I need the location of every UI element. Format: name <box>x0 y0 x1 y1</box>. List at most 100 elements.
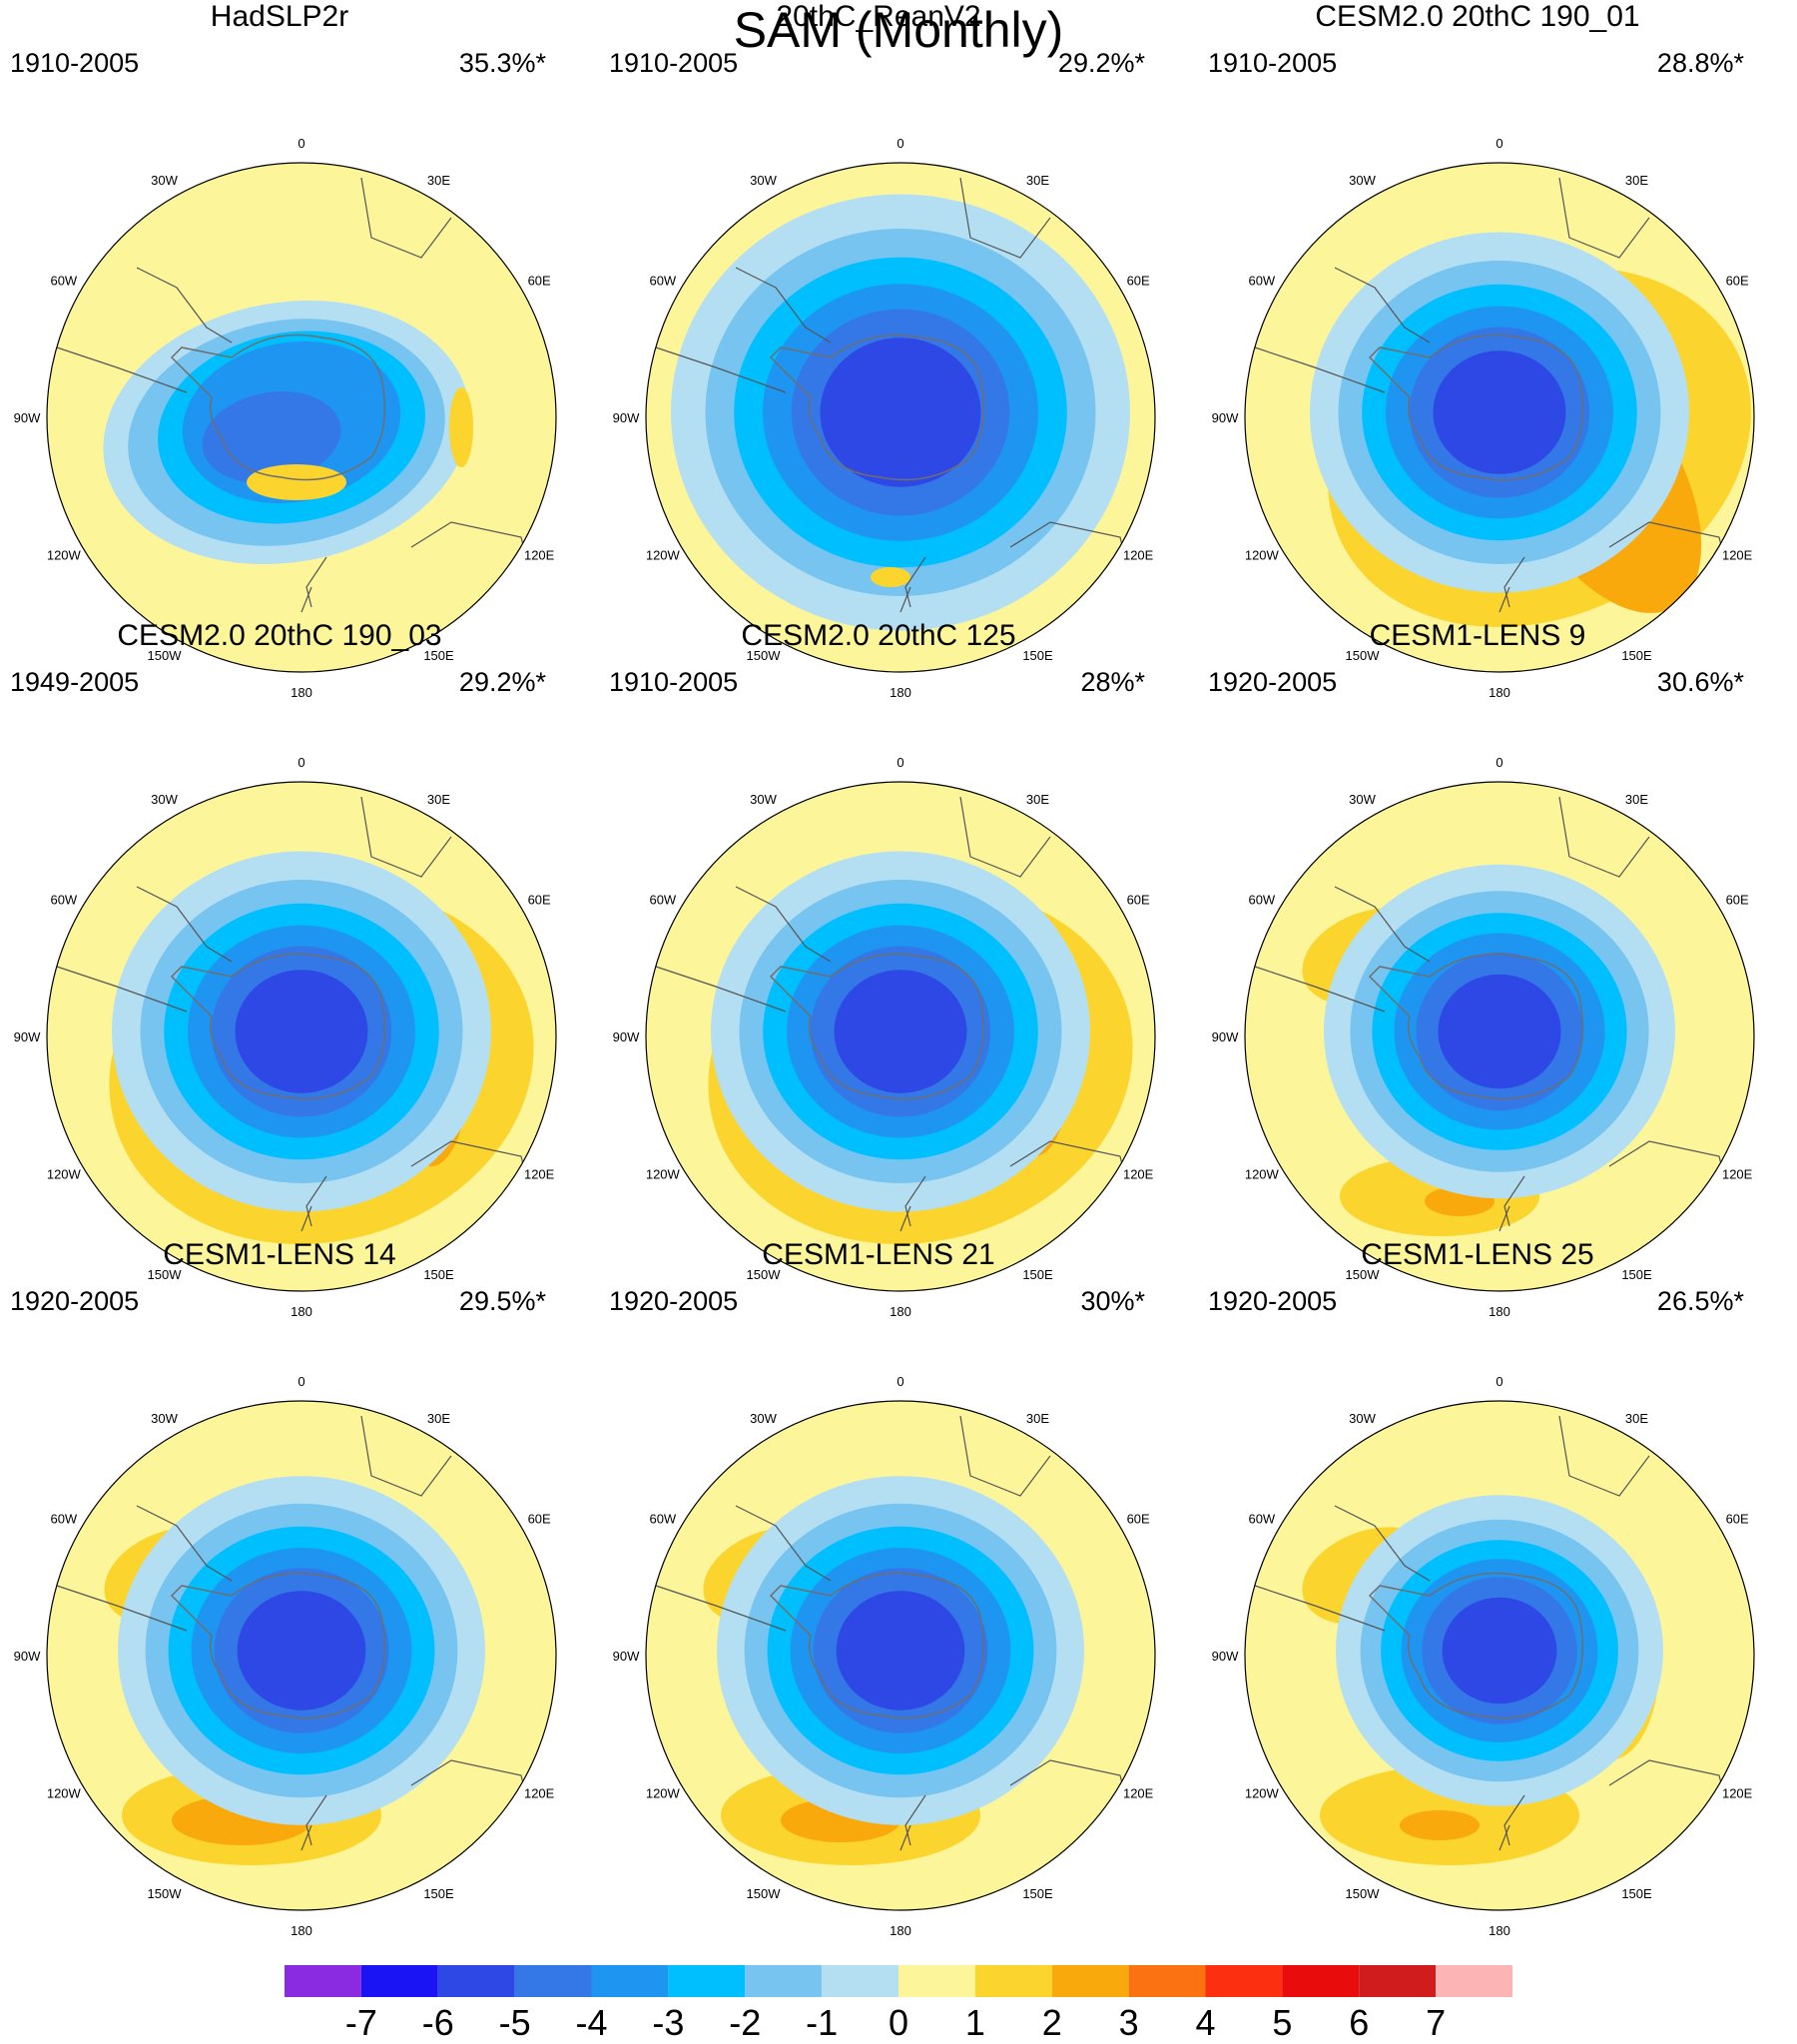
longitude-label: 150W <box>1346 648 1381 663</box>
colorbar-tick-label: 0 <box>888 2002 909 2043</box>
panel-variance-pct: 28.8%* <box>1656 48 1744 78</box>
colorbar <box>285 1965 1512 1997</box>
colorbar-tick-label: 5 <box>1272 2002 1293 2043</box>
longitude-label: 0 <box>897 1374 903 1389</box>
colorbar-tick-label: 3 <box>1118 2002 1139 2043</box>
longitude-label: 120E <box>1123 1786 1154 1801</box>
polar-map: 030E60E90E120E150E180150W120W90W60W30W <box>613 1374 1156 1937</box>
longitude-label: 150E <box>1022 1886 1053 1901</box>
longitude-label: 150W <box>148 1267 183 1282</box>
longitude-label: 120E <box>524 1167 555 1182</box>
panel-title: CESM1-LENS 25 <box>1361 1238 1594 1271</box>
coastline <box>300 556 327 613</box>
contour-region <box>247 464 346 500</box>
longitude-label: 120W <box>1245 1786 1280 1801</box>
colorbar-tick-label: -2 <box>729 2002 762 2043</box>
map-panel: 030E60E90E120E150E180150W120W90W60W30W20… <box>599 0 1158 699</box>
longitude-label: 180 <box>1489 1304 1510 1318</box>
polar-map: 030E60E90E120E150E180150W120W90W60W30W <box>1212 136 1755 699</box>
panel-variance-pct: 30.6%* <box>1656 667 1744 697</box>
longitude-label: 120W <box>47 1167 82 1182</box>
longitude-label: 30E <box>1625 792 1648 807</box>
contour-region <box>1442 1597 1557 1704</box>
longitude-label: 150W <box>747 1886 782 1901</box>
longitude-label: 90W <box>613 1649 640 1664</box>
colorbar-swatch <box>1205 1965 1283 1997</box>
coastline <box>300 1794 327 1851</box>
contour-field <box>47 1401 556 1910</box>
longitude-label: 60W <box>50 274 77 289</box>
colorbar-swatch <box>285 1965 361 1997</box>
longitude-label: 120E <box>1722 548 1753 563</box>
contour-field <box>1245 1401 1754 1910</box>
longitude-label: 60W <box>50 893 77 908</box>
colorbar-swatch <box>1282 1965 1360 1997</box>
longitude-label: 30W <box>1349 173 1376 188</box>
panel-title: CESM2.0 20thC 190_01 <box>1315 0 1640 33</box>
map-border <box>1244 1400 1755 1911</box>
map-border <box>645 1400 1156 1911</box>
panel-title: CESM1-LENS 9 <box>1369 619 1586 652</box>
longitude-label: 90W <box>1212 410 1239 425</box>
longitude-label: 120W <box>646 1167 681 1182</box>
panel-variance-pct: 29.2%* <box>1057 48 1145 78</box>
longitude-label: 60E <box>528 1512 551 1527</box>
longitude-label: 90W <box>1212 1649 1239 1664</box>
longitude-label: 150E <box>1621 1267 1652 1282</box>
colorbar-swatch <box>974 1965 1052 1997</box>
longitude-label: 30W <box>151 1411 178 1426</box>
coastline <box>1498 556 1525 613</box>
colorbar-tick-label: -6 <box>421 2002 454 2043</box>
panel-title: CESM1-LENS 21 <box>762 1238 995 1271</box>
longitude-label: 60W <box>649 274 676 289</box>
panel-years: 1920-2005 <box>1208 667 1338 697</box>
coastline <box>1254 886 1431 1013</box>
longitude-label: 150E <box>423 1886 454 1901</box>
longitude-label: 120W <box>47 1786 82 1801</box>
longitude-label: 30E <box>427 1411 450 1426</box>
contour-region <box>836 1591 965 1710</box>
longitude-label: 180 <box>291 1923 312 1937</box>
map-panel: 030E60E90E120E150E180150W120W90W60W30WCE… <box>0 619 559 1318</box>
panel-years: 1910-2005 <box>1208 48 1338 78</box>
colorbar-tick-label: 6 <box>1349 2002 1370 2043</box>
panel-title: CESM2.0 20thC 190_03 <box>117 619 442 652</box>
longitude-label: 30W <box>750 792 777 807</box>
coastline <box>1498 1175 1525 1232</box>
colorbar-tick-label: -1 <box>806 2002 839 2043</box>
longitude-label: 0 <box>1496 755 1502 770</box>
map-panel: 030E60E90E120E150E180150W120W90W60W30WCE… <box>1198 619 1757 1318</box>
longitude-label: 30E <box>427 173 450 188</box>
longitude-label: 0 <box>1496 136 1502 151</box>
longitude-label: 90W <box>14 1029 41 1044</box>
longitude-label: 60W <box>1248 893 1275 908</box>
coastline <box>56 1505 233 1632</box>
map-border <box>46 162 557 673</box>
longitude-label: 150E <box>1022 648 1053 663</box>
longitude-label: 180 <box>890 1304 911 1318</box>
longitude-label: 90W <box>1212 1029 1239 1044</box>
colorbar-tick-label: 7 <box>1426 2002 1447 2043</box>
map-panel: 030E60E90E120E150E180150W120W90W60W30WCE… <box>1198 0 1757 699</box>
colorbar-swatch <box>1128 1965 1206 1997</box>
longitude-label: 120E <box>1722 1786 1753 1801</box>
longitude-label: 180 <box>1489 1923 1510 1937</box>
polar-map: 030E60E90E120E150E180150W120W90W60W30W <box>14 1374 557 1937</box>
colorbar-swatch <box>360 1965 438 1997</box>
map-border <box>645 162 1156 673</box>
polar-map: 030E60E90E120E150E180150W120W90W60W30W <box>14 755 557 1318</box>
colorbar-swatch <box>514 1965 592 1997</box>
colorbar-tick-label: -5 <box>498 2002 531 2043</box>
colorbar-tick-label: -7 <box>344 2002 377 2043</box>
colorbar-swatch <box>822 1965 898 1997</box>
coastline <box>56 886 233 1013</box>
polar-map: 030E60E90E120E150E180150W120W90W60W30W <box>14 136 557 699</box>
map-border <box>1244 162 1755 673</box>
antarctica-outline <box>170 334 386 481</box>
longitude-label: 90W <box>613 410 640 425</box>
panel-variance-pct: 30%* <box>1080 1286 1145 1316</box>
longitude-label: 150E <box>1621 1886 1652 1901</box>
longitude-label: 60E <box>1726 1512 1749 1527</box>
coastline <box>655 1505 832 1632</box>
contour-region <box>834 970 967 1093</box>
